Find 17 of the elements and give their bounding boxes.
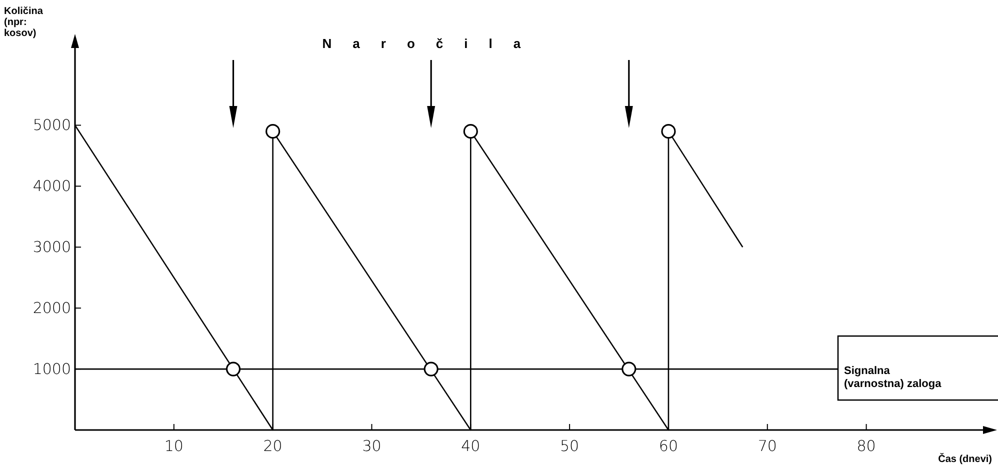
y-tick-label: 3000 [32, 238, 71, 256]
x-tick-label: 80 [856, 437, 876, 455]
x-tick-label: 40 [461, 437, 480, 455]
x-tick-label: 50 [560, 437, 580, 455]
x-axis-title: Čas (dnevi) [938, 453, 992, 465]
y-tick-label: 2000 [32, 299, 71, 318]
x-tick-label: 70 [758, 437, 777, 455]
x-tick-label: 30 [362, 437, 382, 455]
chart-title: Naročila [322, 36, 542, 51]
y-tick-label: 5000 [32, 116, 71, 134]
x-tick-label: 20 [263, 437, 282, 455]
y-tick-label: 1000 [32, 360, 71, 378]
x-tick-label: 10 [164, 437, 184, 455]
x-tick-label: 60 [658, 437, 678, 455]
y-axis-title: Količina (npr: kosov) [4, 6, 44, 39]
y-tick-label: 4000 [32, 177, 71, 196]
ref-line-label: Signalna (varnostna) zaloga [844, 365, 942, 390]
